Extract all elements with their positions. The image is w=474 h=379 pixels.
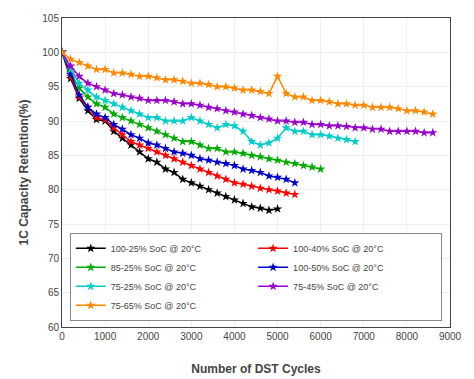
svg-text:2000: 2000 — [137, 331, 160, 342]
svg-text:75-45% SoC @ 20°C: 75-45% SoC @ 20°C — [293, 282, 379, 292]
svg-text:3000: 3000 — [180, 331, 203, 342]
svg-text:1000: 1000 — [94, 331, 117, 342]
svg-text:6000: 6000 — [310, 331, 333, 342]
svg-text:80: 80 — [48, 184, 60, 195]
svg-text:95: 95 — [48, 81, 60, 92]
svg-text:0: 0 — [59, 331, 65, 342]
svg-text:90: 90 — [48, 116, 60, 127]
svg-text:70: 70 — [48, 253, 60, 264]
svg-text:85: 85 — [48, 150, 60, 161]
svg-text:60: 60 — [48, 322, 60, 333]
svg-text:4000: 4000 — [223, 331, 246, 342]
svg-text:1C Capacity Retention(%): 1C Capacity Retention(%) — [17, 99, 31, 245]
svg-text:100-25% SoC @ 20°C: 100-25% SoC @ 20°C — [111, 244, 202, 254]
svg-text:100: 100 — [42, 47, 59, 58]
svg-text:9000: 9000 — [439, 331, 462, 342]
svg-text:75-25% SoC @ 20°C: 75-25% SoC @ 20°C — [111, 282, 197, 292]
svg-text:7000: 7000 — [353, 331, 376, 342]
svg-text:5000: 5000 — [266, 331, 289, 342]
svg-text:105: 105 — [42, 13, 59, 24]
svg-text:75-65% SoC @ 20°C: 75-65% SoC @ 20°C — [111, 301, 197, 311]
svg-text:75: 75 — [48, 219, 60, 230]
svg-text:85-25% SoC @ 20°C: 85-25% SoC @ 20°C — [111, 263, 197, 273]
svg-text:Number of DST Cycles: Number of DST Cycles — [191, 362, 321, 376]
svg-text:65: 65 — [48, 287, 60, 298]
svg-text:100-50% SoC @ 20°C: 100-50% SoC @ 20°C — [293, 263, 384, 273]
svg-text:8000: 8000 — [396, 331, 419, 342]
svg-text:100-40% SoC @ 20°C: 100-40% SoC @ 20°C — [293, 244, 384, 254]
